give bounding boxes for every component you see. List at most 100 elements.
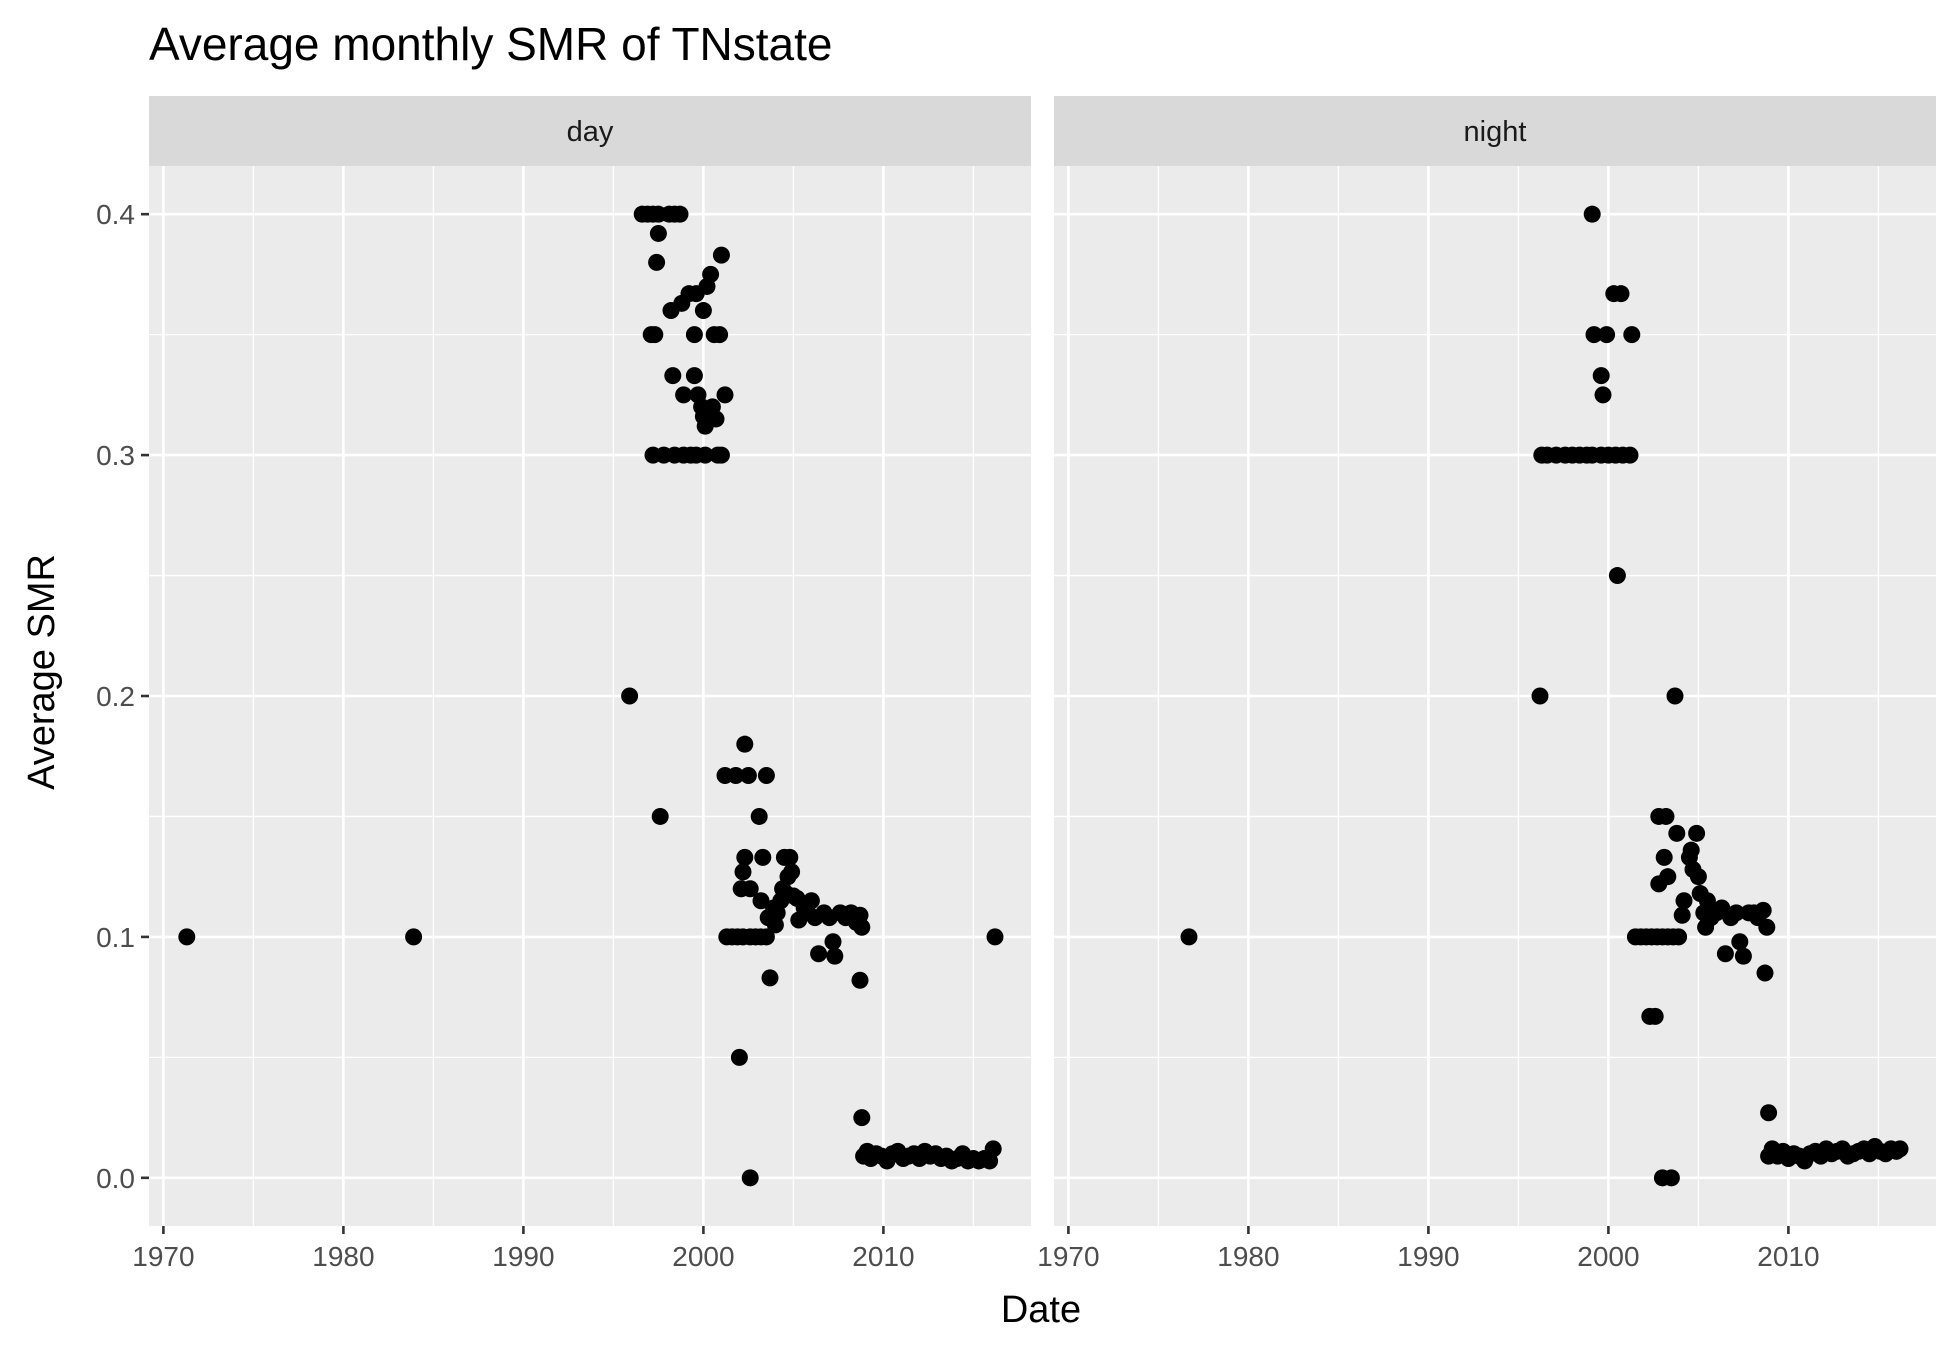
y-tick-label: 0.1: [96, 922, 135, 953]
data-point: [730, 1048, 748, 1066]
data-point: [736, 848, 754, 866]
data-point: [1531, 687, 1549, 705]
x-tick-label: 2000: [1577, 1241, 1639, 1272]
data-point: [736, 735, 754, 753]
data-point: [675, 386, 693, 404]
data-point: [648, 253, 666, 271]
data-point: [754, 848, 772, 866]
plot-title: Average monthly SMR of TNstate: [149, 18, 833, 70]
data-point: [810, 945, 828, 963]
data-point: [685, 326, 703, 344]
data-point: [649, 224, 667, 242]
y-tick-label: 0.0: [96, 1163, 135, 1194]
data-point: [1716, 945, 1734, 963]
data-point: [694, 302, 712, 320]
x-tick-label: 1990: [1397, 1241, 1459, 1272]
data-point: [783, 863, 801, 881]
facet-strip-label: night: [1464, 116, 1527, 148]
facet-panel-night: night: [1054, 96, 1936, 1226]
data-point: [824, 933, 842, 951]
x-tick-label: 2000: [672, 1241, 734, 1272]
data-point: [1583, 205, 1601, 223]
data-point: [741, 880, 759, 898]
data-point: [1598, 326, 1616, 344]
data-point: [1655, 848, 1673, 866]
data-point: [757, 928, 775, 946]
data-point: [1682, 841, 1700, 859]
data-point: [1666, 687, 1684, 705]
x-tick-label: 1970: [1037, 1241, 1099, 1272]
data-point: [1673, 906, 1691, 924]
facet-strip: [149, 96, 1031, 166]
data-point: [750, 807, 768, 825]
data-point: [707, 410, 725, 428]
data-point: [853, 1109, 871, 1127]
data-point: [685, 367, 703, 385]
x-axis: 1970 1980 1990 2000 2010 1970 1980 1990 2000 2010: [132, 1226, 1820, 1272]
y-tick-label: 0.4: [96, 199, 135, 230]
data-point: [853, 918, 871, 936]
data-point: [1754, 901, 1772, 919]
data-point: [1592, 367, 1610, 385]
x-tick-label: 1980: [1217, 1241, 1279, 1272]
data-point: [1621, 446, 1639, 464]
data-point: [1698, 892, 1716, 910]
data-point: [1646, 1007, 1664, 1025]
data-point: [646, 326, 664, 344]
data-point: [1760, 1104, 1778, 1122]
x-axis-title: Date: [1001, 1289, 1081, 1331]
x-tick-label: 2010: [1757, 1241, 1819, 1272]
data-point: [1662, 1169, 1680, 1187]
data-point: [1891, 1140, 1909, 1158]
x-tick-label: 1980: [312, 1241, 374, 1272]
data-point: [1688, 824, 1706, 842]
data-point: [702, 265, 720, 283]
data-point: [712, 246, 730, 264]
data-point: [727, 767, 745, 784]
x-tick-label: 1970: [132, 1241, 194, 1272]
facet-strip-label: day: [567, 116, 614, 148]
data-point: [1585, 326, 1603, 344]
data-point: [671, 205, 689, 223]
data-point: [1734, 947, 1752, 965]
data-point: [1697, 918, 1715, 936]
data-point: [621, 687, 639, 705]
data-point: [1659, 868, 1677, 886]
y-axis-title: Average SMR: [21, 554, 63, 790]
data-point: [1670, 928, 1688, 946]
data-point: [1623, 326, 1641, 344]
data-point: [405, 928, 423, 946]
data-point: [1612, 285, 1630, 303]
data-point: [1758, 918, 1776, 936]
data-point: [1689, 868, 1707, 886]
data-point: [826, 947, 844, 965]
data-point: [664, 367, 682, 385]
data-point: [984, 1140, 1002, 1158]
data-point: [1675, 892, 1693, 910]
data-point: [712, 446, 730, 464]
data-point: [761, 969, 779, 987]
data-point: [1731, 933, 1749, 951]
data-point: [651, 807, 669, 825]
data-point: [716, 386, 734, 404]
x-tick-label: 2010: [852, 1241, 914, 1272]
data-point: [781, 848, 799, 866]
data-point: [802, 892, 820, 910]
y-axis: 0.0 0.1 0.2 0.3 0.4: [96, 199, 149, 1194]
data-point: [1756, 964, 1774, 982]
facet-panel-day: day: [149, 96, 1031, 1226]
y-tick-label: 0.2: [96, 681, 135, 712]
data-point: [851, 971, 869, 989]
facet-strip: [1054, 96, 1936, 166]
data-point: [752, 892, 770, 910]
data-point: [739, 767, 757, 784]
data-point: [696, 446, 714, 464]
data-point: [1608, 567, 1626, 585]
data-point: [711, 326, 729, 344]
data-point: [178, 928, 196, 946]
data-point: [1180, 928, 1198, 946]
data-point: [1657, 807, 1675, 825]
y-tick-label: 0.3: [96, 440, 135, 471]
facet-panels: day night: [149, 96, 1936, 1226]
